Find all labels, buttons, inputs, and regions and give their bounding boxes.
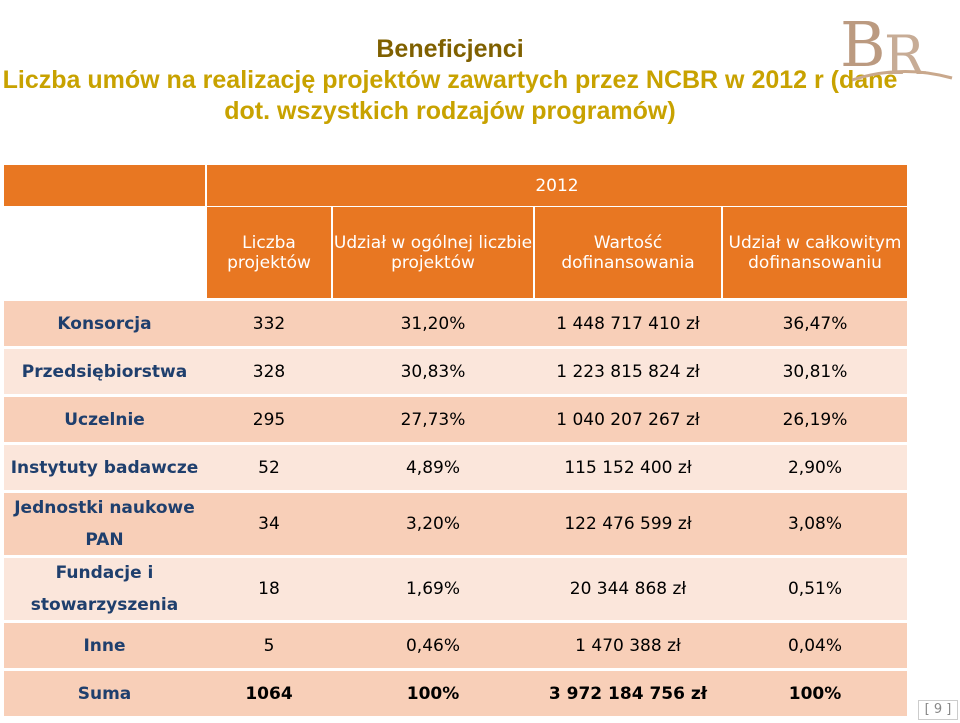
- row-value: 1 223 815 824 zł: [556, 361, 700, 382]
- row-value: 20 344 868 zł: [569, 579, 687, 599]
- header-value: Wartość dofinansowania: [561, 232, 695, 273]
- row-share-count: 3,20%: [405, 514, 460, 534]
- row-share-count: 1,69%: [405, 579, 460, 599]
- row-share-value: 0,51%: [787, 579, 842, 599]
- header-type: Typ jednostki: [48, 221, 161, 242]
- row-value: 1 040 207 267 zł: [556, 409, 700, 430]
- title-line-1: Beneficjenci: [376, 35, 524, 63]
- header-row-year: Typ jednostki 2012: [4, 165, 907, 242]
- row-share-count: 4,89%: [405, 457, 460, 478]
- row-share-value: 3,08%: [787, 514, 842, 534]
- row-share-count: 31,20%: [400, 313, 466, 334]
- row-share-value: 36,47%: [782, 313, 848, 334]
- row-count: 52: [258, 457, 280, 478]
- svg-text:R: R: [884, 24, 926, 87]
- row-value: 3 972 184 756 zł: [548, 683, 708, 704]
- table-row: Uczelnie 295 27,73% 1 040 207 267 zł 26,…: [4, 397, 907, 442]
- row-value: 1 470 388 zł: [575, 635, 681, 656]
- row-type: Jednostki naukowe PAN: [14, 498, 195, 550]
- table-row: Fundacje i stowarzyszenia 18 1,69% 20 34…: [4, 558, 907, 620]
- table-row-sum: Suma 1064 100% 3 972 184 756 zł 100%: [4, 671, 907, 716]
- row-share-value: 30,81%: [782, 361, 848, 382]
- row-value: 1 448 717 410 zł: [556, 313, 700, 334]
- row-share-count: 30,83%: [400, 361, 466, 382]
- row-count: 295: [252, 409, 286, 430]
- row-type: Suma: [77, 683, 132, 704]
- row-share-value: 26,19%: [782, 409, 848, 430]
- row-share-count: 0,46%: [405, 635, 460, 656]
- row-type: Instytuty badawcze: [10, 457, 199, 478]
- row-share-count: 27,73%: [400, 409, 466, 430]
- table-row: Jednostki naukowe PAN 34 3,20% 122 476 5…: [4, 493, 907, 555]
- row-type: Inne: [83, 635, 126, 656]
- header-count: Liczba projektów: [227, 232, 311, 273]
- header-share-count: Udział w ogólnej liczbie projektów: [333, 232, 533, 273]
- table-row: Instytuty badawcze 52 4,89% 115 152 400 …: [4, 445, 907, 490]
- row-share-count: 100%: [406, 683, 460, 704]
- row-count: 5: [263, 635, 275, 656]
- row-count: 18: [258, 579, 280, 599]
- row-count: 34: [258, 514, 280, 534]
- row-type: Przedsiębiorstwa: [21, 361, 188, 382]
- row-count: 332: [252, 313, 286, 334]
- row-value: 115 152 400 zł: [564, 457, 692, 478]
- header-year: 2012: [535, 175, 579, 196]
- row-share-value: 100%: [788, 683, 842, 704]
- row-count: 1064: [245, 683, 293, 704]
- row-count: 328: [252, 361, 286, 382]
- slide-title: Beneficjenci Liczba umów na realizację p…: [0, 34, 900, 127]
- svg-text:B: B: [840, 8, 886, 81]
- row-type: Fundacje i stowarzyszenia: [30, 563, 179, 615]
- title-line-3: dot. wszystkich rodzajów programów): [224, 97, 676, 125]
- page-number: [ 9 ]: [918, 700, 958, 720]
- table-row: Inne 5 0,46% 1 470 388 zł 0,04%: [4, 623, 907, 668]
- title-line-2: Liczba umów na realizację projektów zawa…: [2, 66, 898, 94]
- table-row: Konsorcja 332 31,20% 1 448 717 410 zł 36…: [4, 301, 907, 346]
- row-type: Konsorcja: [57, 313, 152, 334]
- row-share-value: 2,90%: [787, 457, 842, 478]
- table-row: Przedsiębiorstwa 328 30,83% 1 223 815 82…: [4, 349, 907, 394]
- row-type: Uczelnie: [64, 409, 145, 430]
- row-share-value: 0,04%: [787, 635, 842, 656]
- header-row-columns: Liczba projektów Udział w ogólnej liczbi…: [207, 207, 907, 298]
- header-share-value: Udział w całkowitym dofinansowaniu: [728, 232, 902, 273]
- row-value: 122 476 599 zł: [564, 514, 692, 534]
- br-logo-icon: B R: [840, 8, 953, 87]
